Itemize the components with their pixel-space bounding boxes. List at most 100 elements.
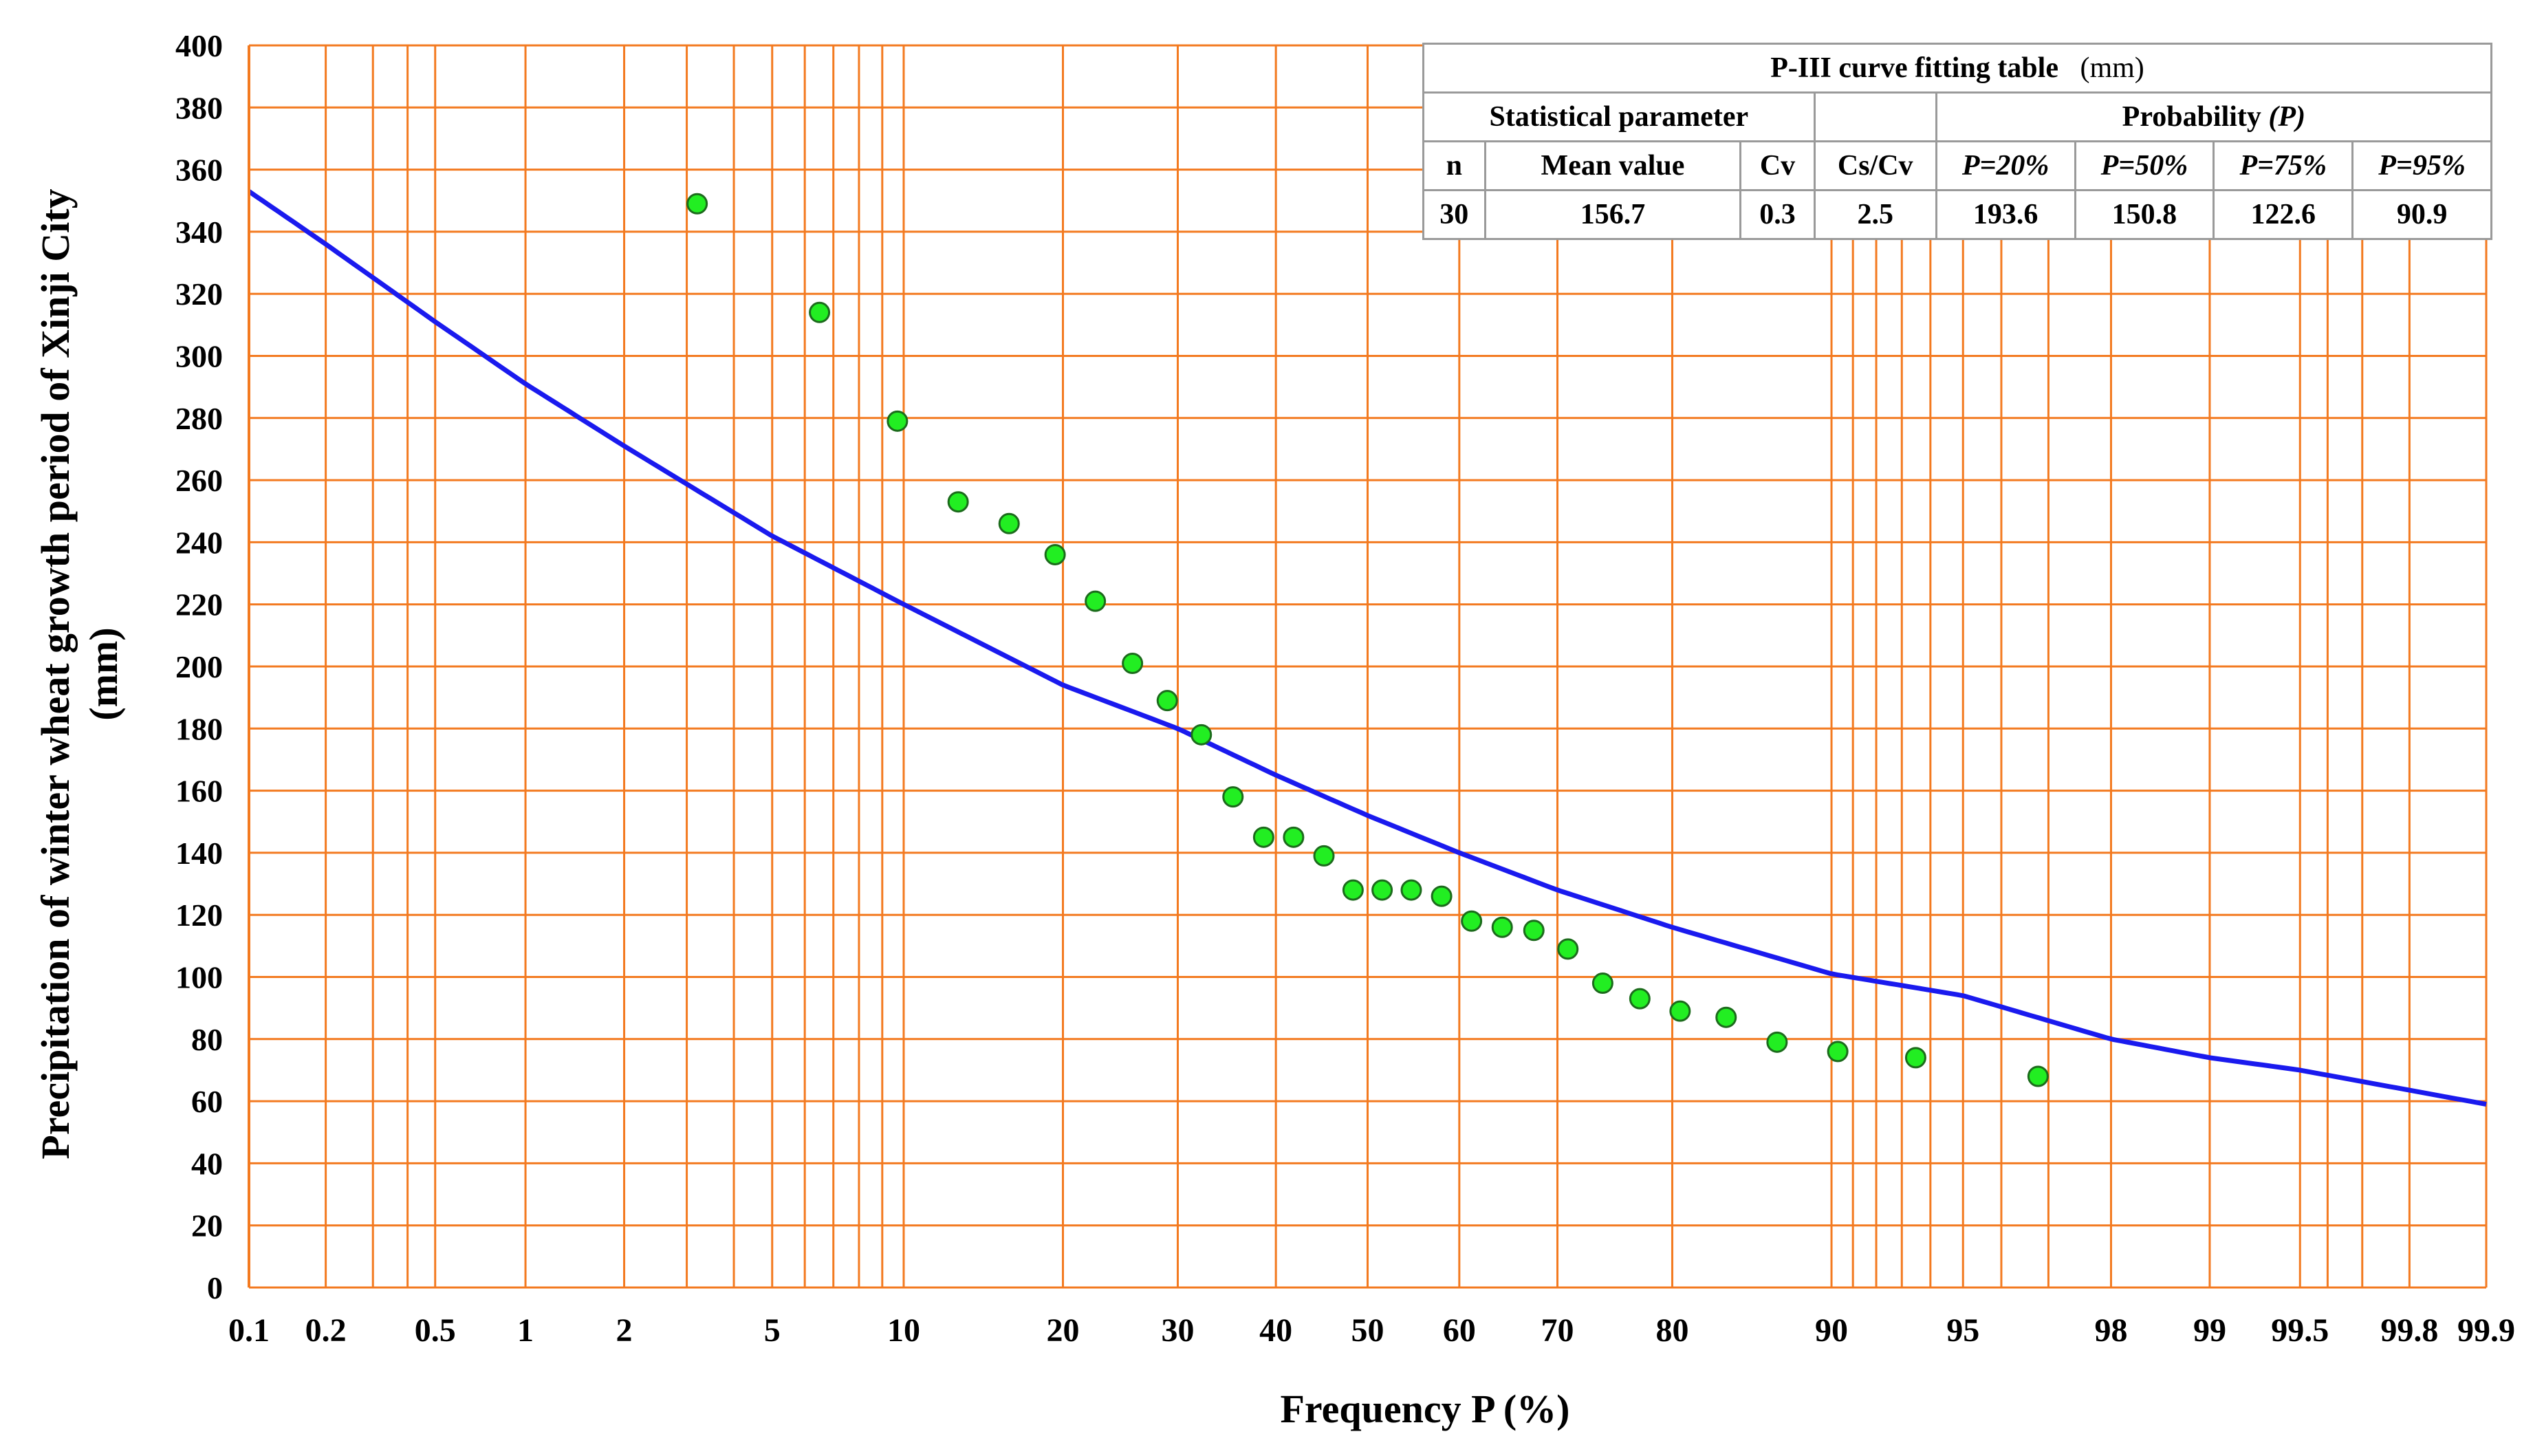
table-cell: 122.6: [2213, 189, 2354, 240]
x-tick-label: 99.8: [2380, 1312, 2438, 1349]
data-point: [1904, 1047, 1926, 1069]
y-tick-label: 20: [191, 1208, 223, 1243]
y-tick-label: 240: [175, 525, 223, 560]
data-point: [947, 491, 969, 513]
x-tick-label: 90: [1815, 1312, 1848, 1349]
col-header: P=95%: [2351, 140, 2492, 191]
y-tick-label: 300: [175, 339, 223, 374]
data-point: [1629, 988, 1651, 1010]
data-point: [1313, 845, 1335, 867]
data-point: [1122, 652, 1144, 674]
y-tick-label: 360: [175, 153, 223, 188]
col-header: P=20%: [1935, 140, 2076, 191]
x-tick-label: 95: [1946, 1312, 1979, 1349]
p3-fitting-table: P-III curve fitting table (mm) Statistic…: [1422, 43, 2493, 240]
probability-header: Probability (P): [1935, 91, 2493, 142]
data-point: [1085, 590, 1107, 612]
data-point: [1252, 826, 1274, 848]
x-axis-tick-labels: 0.1 0.2 0.5 1 2 5 10 20 30 40 50 60 70 80 90 95 98 99 99.5…: [228, 1312, 2515, 1349]
x-tick-label: 50: [1351, 1312, 1384, 1349]
data-point: [1191, 724, 1213, 746]
empty-group-header: [1813, 91, 1937, 142]
observed-data-points: [686, 193, 2049, 1087]
col-header: P=75%: [2213, 140, 2354, 191]
table-unit: (mm): [2080, 52, 2144, 84]
data-point: [998, 512, 1020, 534]
data-point: [1557, 938, 1579, 960]
y-axis-tick-labels: 0 20 40 60 80 100 120 140 160 180 200 220 240 260 280 3…: [175, 28, 223, 1305]
data-point: [1827, 1041, 1849, 1063]
y-tick-label: 100: [175, 960, 223, 995]
x-tick-label: 5: [764, 1312, 781, 1349]
col-header-text: P=20%: [1961, 150, 2050, 182]
table-cell: 156.7: [1483, 189, 1742, 240]
y-axis-title-line2: (mm): [81, 627, 126, 720]
x-tick-label: 40: [1259, 1312, 1292, 1349]
data-point: [2027, 1065, 2049, 1087]
table-cell: 0.3: [1739, 189, 1816, 240]
table-value-row: 30 156.7 0.3 2.5 193.6 150.8 122.6 90.9: [1422, 189, 2492, 240]
y-axis-title: Precipitation of winter wheat growth per…: [33, 188, 126, 1159]
y-tick-label: 60: [191, 1084, 223, 1119]
table-title-row: P-III curve fitting table (mm): [1422, 43, 2492, 94]
y-tick-label: 140: [175, 836, 223, 871]
y-tick-label: 280: [175, 401, 223, 436]
statistical-parameter-header: Statistical parameter: [1422, 91, 1816, 142]
x-tick-label: 10: [887, 1312, 920, 1349]
data-point: [1461, 910, 1483, 932]
data-point: [1222, 786, 1244, 808]
col-header: Mean value: [1483, 140, 1742, 191]
table-column-header-row: n Mean value Cv Cs/Cv P=20% P=50% P=75% …: [1422, 140, 2492, 191]
col-header-text: P=50%: [2100, 150, 2188, 182]
table-group-row: Statistical parameter Probability (P): [1422, 91, 2493, 142]
table-title: P-III curve fitting table: [1770, 52, 2058, 84]
y-tick-label: 180: [175, 711, 223, 746]
y-tick-label: 320: [175, 276, 223, 312]
probability-label: Probability: [2122, 101, 2261, 133]
probability-symbol: (P): [2268, 101, 2306, 133]
y-tick-label: 260: [175, 463, 223, 498]
x-tick-label: 99: [2193, 1312, 2226, 1349]
y-tick-label: 400: [175, 28, 223, 63]
y-tick-label: 340: [175, 215, 223, 250]
x-tick-label: 60: [1443, 1312, 1476, 1349]
data-point: [1371, 879, 1393, 901]
x-tick-label: 30: [1161, 1312, 1194, 1349]
x-tick-label: 20: [1047, 1312, 1080, 1349]
y-tick-label: 0: [207, 1270, 223, 1305]
y-tick-label: 380: [175, 90, 223, 125]
y-tick-label: 40: [191, 1146, 223, 1181]
data-point: [1431, 885, 1453, 907]
x-tick-label: 0.2: [305, 1312, 347, 1349]
col-header: Cv: [1739, 140, 1816, 191]
x-tick-label: 80: [1655, 1312, 1688, 1349]
x-axis-title: Frequency P (%): [1281, 1387, 1570, 1431]
x-tick-label: 99.5: [2271, 1312, 2329, 1349]
data-point: [887, 410, 909, 432]
x-tick-label: 2: [616, 1312, 633, 1349]
y-tick-label: 160: [175, 774, 223, 809]
col-header: P=50%: [2074, 140, 2215, 191]
table-cell: 150.8: [2074, 189, 2215, 240]
y-tick-label: 80: [191, 1022, 223, 1057]
y-tick-label: 120: [175, 898, 223, 933]
x-tick-label: 70: [1541, 1312, 1574, 1349]
data-point: [1715, 1006, 1737, 1028]
table-cell: 30: [1422, 189, 1486, 240]
x-tick-label: 0.5: [415, 1312, 456, 1349]
col-header: n: [1422, 140, 1486, 191]
data-point: [686, 193, 708, 215]
p3-fitted-curve: [248, 189, 2487, 1107]
col-header: Cs/Cv: [1813, 140, 1937, 191]
data-point: [1283, 826, 1305, 848]
x-tick-label: 0.1: [228, 1312, 270, 1349]
table-cell: 2.5: [1813, 189, 1937, 240]
data-point: [1669, 1000, 1691, 1022]
data-point: [1591, 973, 1613, 995]
x-tick-label: 1: [517, 1312, 534, 1349]
x-tick-label: 99.9: [2457, 1312, 2515, 1349]
y-axis-title-line1: Precipitation of winter wheat growth per…: [33, 188, 78, 1159]
table-cell: 90.9: [2351, 189, 2492, 240]
table-cell: 193.6: [1935, 189, 2076, 240]
